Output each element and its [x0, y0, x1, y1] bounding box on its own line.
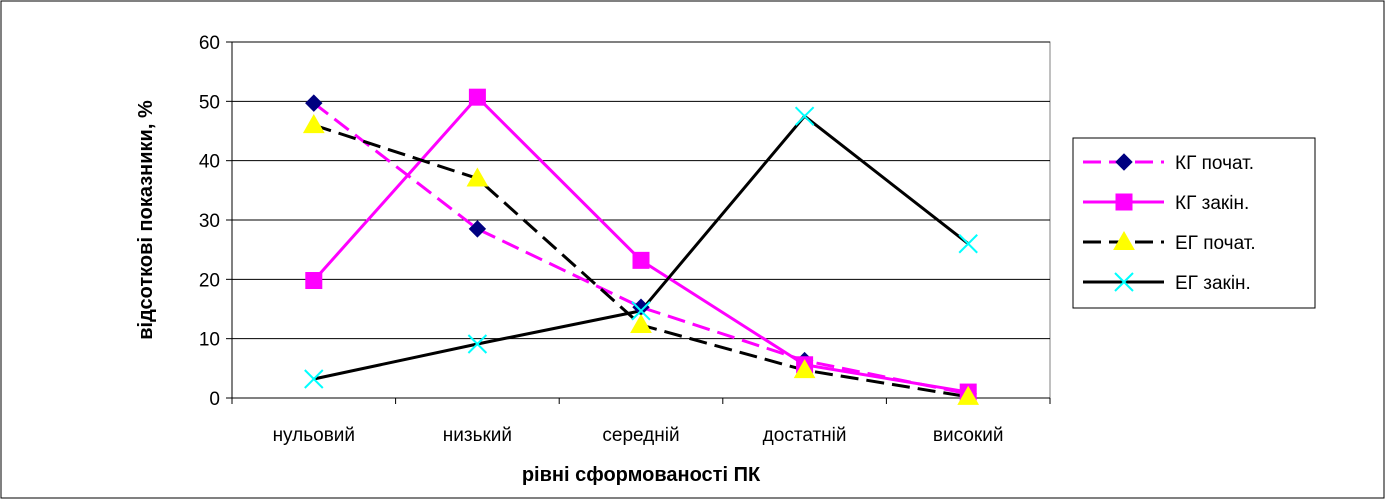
legend-label: ЕГ почат.: [1175, 233, 1256, 254]
data-point-marker: [794, 106, 815, 126]
data-point-marker: [631, 301, 651, 321]
data-point-marker: [793, 359, 816, 379]
x-tick-label: низький: [443, 425, 512, 446]
x-tick-label: достатній: [763, 425, 847, 446]
x-tick-label: середній: [602, 425, 679, 446]
y-tick-label: 60: [199, 33, 220, 54]
data-point-marker: [958, 234, 978, 254]
y-tick-label: 10: [199, 330, 220, 351]
data-point-marker: [304, 369, 324, 389]
x-tick-label: високий: [933, 425, 1004, 446]
data-point-marker: [305, 272, 323, 290]
data-point-marker: [302, 114, 325, 134]
y-tick-label: 50: [199, 92, 220, 113]
legend-label: КГ закін.: [1175, 193, 1249, 214]
legend-marker: [1114, 272, 1134, 292]
data-point-marker: [467, 334, 488, 354]
legend-marker: [1115, 193, 1133, 211]
legend: КГ почат. КГ закін. ЕГ почат. ЕГ закін.: [1072, 137, 1316, 309]
y-axis-title: відсоткові показники, %: [135, 100, 157, 340]
legend-items: КГ почат. КГ закін. ЕГ почат. ЕГ закін.: [1083, 153, 1256, 294]
y-tick-label: 0: [209, 389, 220, 410]
data-point-marker: [632, 251, 650, 269]
gridlines: [232, 41, 1050, 340]
legend-marker: [1113, 230, 1135, 250]
x-axis-title: рівні сформованості ПК: [522, 464, 761, 486]
data-point-marker: [468, 220, 487, 238]
y-tick-label: 20: [199, 270, 220, 291]
markers: [302, 88, 980, 405]
data-point-marker: [468, 88, 486, 106]
legend-marker: [1115, 153, 1133, 171]
legend-label: ЕГ закін.: [1175, 273, 1251, 294]
data-point-marker: [957, 385, 980, 405]
y-tick-label: 40: [199, 152, 220, 173]
legend-label: КГ почат.: [1175, 153, 1254, 174]
data-point-marker: [630, 314, 652, 334]
x-tick-label: нульовий: [273, 425, 355, 446]
y-tick-label: 30: [199, 211, 220, 232]
data-point-marker: [466, 167, 489, 187]
axes: 0 10 20 30 40 50 60 нульовий низький середній дост…: [199, 33, 1051, 446]
data-point-marker: [305, 94, 323, 112]
legend-box: [1072, 137, 1316, 309]
series-line-0: [312, 101, 969, 396]
